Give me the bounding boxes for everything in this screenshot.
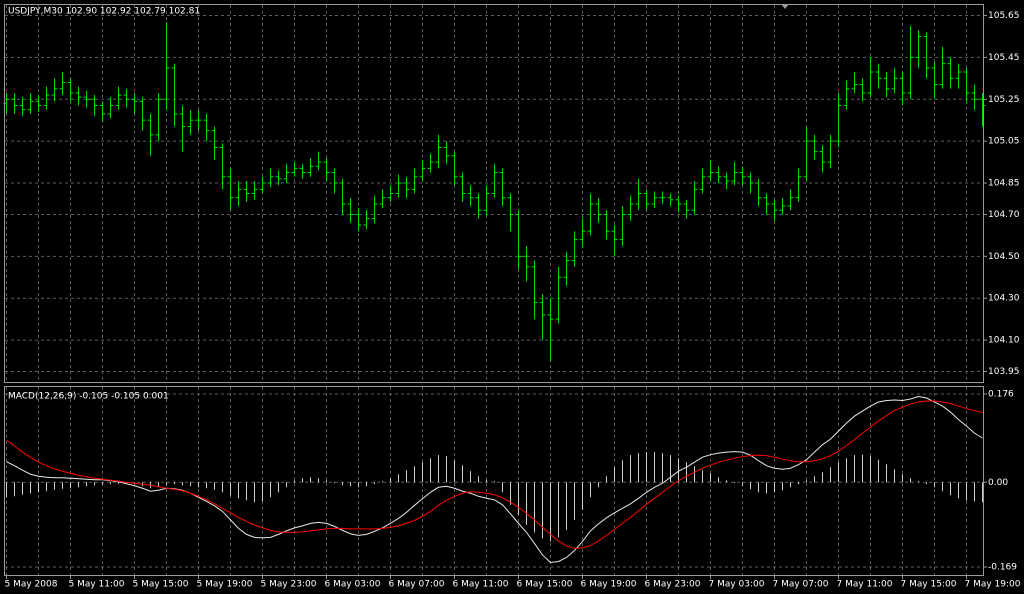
y-tick-label: 104.85: [988, 179, 1020, 189]
shift-marker: [781, 4, 789, 9]
x-tick-label: 6 May 03:00: [325, 580, 381, 590]
y-tick-label: 104.10: [988, 336, 1020, 346]
price-header: USDJPY,M30 102.90 102.92 102.79 102.81: [8, 7, 200, 17]
y-tick-label: 104.70: [988, 210, 1020, 220]
macd-line: [6, 400, 983, 549]
y-tick-label: 105.25: [988, 95, 1020, 105]
y-tick-label: 105.05: [988, 137, 1020, 147]
y-tick-label: -0.169: [988, 562, 1017, 572]
x-tick-label: 7 May 07:00: [773, 580, 829, 590]
x-tick-label: 6 May 23:00: [645, 580, 701, 590]
y-tick-label: 103.95: [988, 367, 1020, 377]
plot-layer: [3, 5, 986, 575]
x-tick-label: 5 May 15:00: [133, 580, 189, 590]
y-tick-label: 104.50: [988, 252, 1020, 262]
x-tick-label: 7 May 19:00: [965, 580, 1021, 590]
x-tick-label: 6 May 19:00: [581, 580, 637, 590]
y-tick-label: 0.00: [988, 478, 1008, 488]
y-tick-label: 105.45: [988, 53, 1020, 63]
x-tick-label: 7 May 15:00: [901, 580, 957, 590]
x-tick-label: 5 May 19:00: [197, 580, 253, 590]
x-tick-label: 5 May 2008: [5, 580, 58, 590]
x-tick-label: 6 May 07:00: [389, 580, 445, 590]
x-tick-label: 5 May 23:00: [261, 580, 317, 590]
x-tick-label: 7 May 03:00: [709, 580, 765, 590]
y-tick-label: 0.176: [988, 390, 1014, 400]
x-tick-label: 5 May 11:00: [69, 580, 125, 590]
x-tick-label: 6 May 11:00: [453, 580, 509, 590]
macd-panel-frame: [4, 386, 984, 576]
y-tick-label: 104.30: [988, 294, 1020, 304]
x-tick-label: 7 May 11:00: [837, 580, 893, 590]
x-tick-label: 6 May 15:00: [517, 580, 573, 590]
macd-header: MACD(12,26,9) -0.105 -0.105 0.001: [8, 392, 169, 402]
y-tick-label: 105.65: [988, 11, 1020, 21]
price-panel-frame: [4, 4, 984, 383]
